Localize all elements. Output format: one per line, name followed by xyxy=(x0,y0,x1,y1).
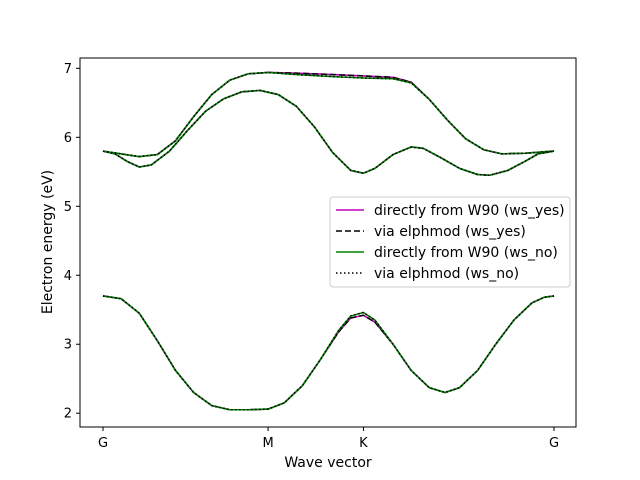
legend: directly from W90 (ws_yes)via elphmod (w… xyxy=(329,196,571,288)
y-tick-label-3: 4 xyxy=(64,269,72,284)
legend-box xyxy=(329,196,571,288)
series-3-band-2 xyxy=(102,89,555,177)
series-4-band-3 xyxy=(102,71,555,158)
x-tick-label-2: M xyxy=(262,436,273,451)
y-tick-label-4: 5 xyxy=(64,200,72,215)
y-tick-label-2: 3 xyxy=(64,338,72,353)
series-layer xyxy=(102,71,555,411)
series-2-band-2 xyxy=(102,89,555,176)
y-axis-label: Electron energy (eV) xyxy=(40,170,56,314)
legend-label-3: directly from W90 (ws_no) xyxy=(374,245,558,261)
series-2-band-1 xyxy=(102,295,555,411)
series-4-band-1 xyxy=(102,295,555,411)
x-axis-label: Wave vector xyxy=(284,455,372,471)
series-4 xyxy=(102,71,555,411)
y-tick-label-6: 7 xyxy=(64,62,72,77)
axis-ticks: G M K G 2 3 4 5 6 7 xyxy=(64,62,559,451)
x-tick-label-4: G xyxy=(549,436,559,451)
series-3-band-3 xyxy=(102,71,555,158)
x-tick-label-3: K xyxy=(359,436,368,451)
legend-label-1: directly from W90 (ws_yes) xyxy=(374,203,565,219)
series-1-band-2 xyxy=(102,89,555,177)
legend-label-4: via elphmod (ws_no) xyxy=(374,266,519,282)
legend-label-2: via elphmod (ws_yes) xyxy=(374,224,526,240)
series-3-band-1 xyxy=(102,295,555,411)
series-4-band-2 xyxy=(102,89,555,176)
y-tick-label-5: 6 xyxy=(64,131,72,146)
y-tick-label-1: 2 xyxy=(64,407,72,422)
plot-frame xyxy=(79,57,577,428)
x-tick-label-1: G xyxy=(98,436,108,451)
series-1-band-1 xyxy=(102,295,555,411)
